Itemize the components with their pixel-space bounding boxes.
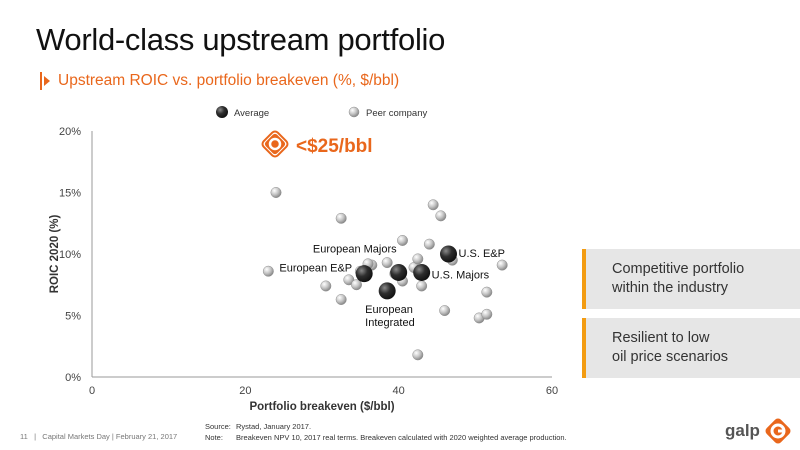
insight-card-resilient: Resilient to low oil price scenarios	[582, 318, 800, 378]
peer-company-point	[423, 238, 435, 250]
page-number: 11	[20, 432, 28, 441]
peer-company-point	[397, 235, 408, 246]
average-point-label-line: U.S. Majors	[432, 269, 490, 281]
legend-peer-label: Peer company	[366, 108, 428, 119]
source-text: Rystad, January 2017.	[236, 422, 312, 431]
legend-peer-marker	[348, 106, 360, 118]
average-point-label-line: European	[365, 304, 413, 316]
y-tick-label: 20%	[59, 126, 81, 138]
peer-company-point	[262, 265, 274, 277]
y-tick-label: 10%	[59, 249, 81, 261]
peer-company-point	[481, 286, 493, 298]
callout-logo-ring	[268, 137, 282, 151]
y-tick-label: 0%	[65, 372, 81, 384]
legend-average-label: Average	[234, 108, 269, 119]
peer-company-point	[412, 253, 424, 265]
peer-company-point	[481, 308, 493, 320]
callout-logo-icon	[261, 130, 289, 158]
brand-wordmark: galp	[725, 421, 760, 440]
average-point	[440, 245, 457, 263]
average-point	[378, 282, 396, 300]
insight-card-text: Competitive portfolio within the industr…	[612, 261, 745, 296]
peer-company-point	[320, 280, 332, 292]
x-tick-label: 40	[393, 385, 405, 397]
peer-company-point	[381, 257, 393, 269]
peer-company-point	[335, 212, 347, 224]
source-label: Source:	[205, 422, 231, 431]
card-accent-bar	[582, 318, 586, 378]
x-tick-label: 20	[239, 385, 251, 397]
peer-company-point	[496, 259, 508, 271]
callout-logo-fill	[264, 133, 286, 155]
average-point	[355, 265, 373, 283]
peer-company-point	[439, 305, 451, 317]
chart-subtitle-text: Upstream ROIC vs. portfolio breakeven (%…	[58, 72, 400, 89]
average-point-label-line: Integrated	[365, 317, 415, 329]
average-point-label: European E&P	[279, 263, 352, 275]
footer-separator: |	[34, 432, 37, 441]
y-tick-label: 15%	[59, 188, 81, 200]
peer-company-point	[343, 274, 355, 286]
peer-company-point	[270, 187, 282, 198]
note-text: Breakeven NPV 10, 2017 real terms. Break…	[236, 433, 567, 442]
peer-company-point	[335, 294, 347, 305]
y-tick-label: 5%	[65, 311, 81, 323]
average-point	[390, 263, 408, 281]
slide-title: World-class upstream portfolio	[36, 22, 446, 57]
footer-left: 11 | Capital Markets Day | February 21, …	[20, 432, 177, 441]
average-point-label-line: European E&P	[279, 263, 352, 275]
x-tick-label: 0	[89, 385, 95, 397]
average-point-label: U.S. E&P	[459, 248, 505, 260]
x-axis-label: Portfolio breakeven ($/bbl)	[249, 401, 394, 413]
galp-logo-icon	[765, 418, 791, 444]
average-point-label-line: U.S. E&P	[459, 248, 505, 260]
average-point	[413, 263, 431, 281]
y-axis-label: ROIC 2020 (%)	[49, 215, 61, 294]
average-point-label: U.S. Majors	[432, 269, 490, 281]
legend-average-marker	[216, 106, 228, 118]
source-note: Source: Rystad, January 2017. Note: Brea…	[205, 421, 567, 443]
average-point-label-line: European Majors	[313, 243, 397, 255]
peer-company-point	[351, 279, 362, 291]
insight-card-competitive: Competitive portfolio within the industr…	[582, 249, 800, 309]
x-tick-label: 60	[546, 385, 558, 397]
event-name: Capital Markets Day | February 21, 2017	[42, 432, 178, 441]
peer-company-point	[416, 280, 428, 292]
chevron-right-icon	[40, 72, 50, 90]
peer-company-point	[412, 349, 424, 361]
average-point-label: European Integrated	[365, 304, 415, 329]
callout-text: <$25/bbl	[296, 136, 373, 157]
peer-company-point	[427, 199, 439, 211]
note-label: Note:	[205, 433, 223, 442]
peer-company-point	[435, 210, 447, 222]
insight-card-text: Resilient to low oil price scenarios	[612, 330, 729, 365]
galp-logo: galp	[725, 416, 793, 446]
chart-subtitle: Upstream ROIC vs. portfolio breakeven (%…	[40, 72, 399, 90]
average-point-label: European Majors	[313, 243, 397, 255]
card-accent-bar	[582, 249, 586, 309]
